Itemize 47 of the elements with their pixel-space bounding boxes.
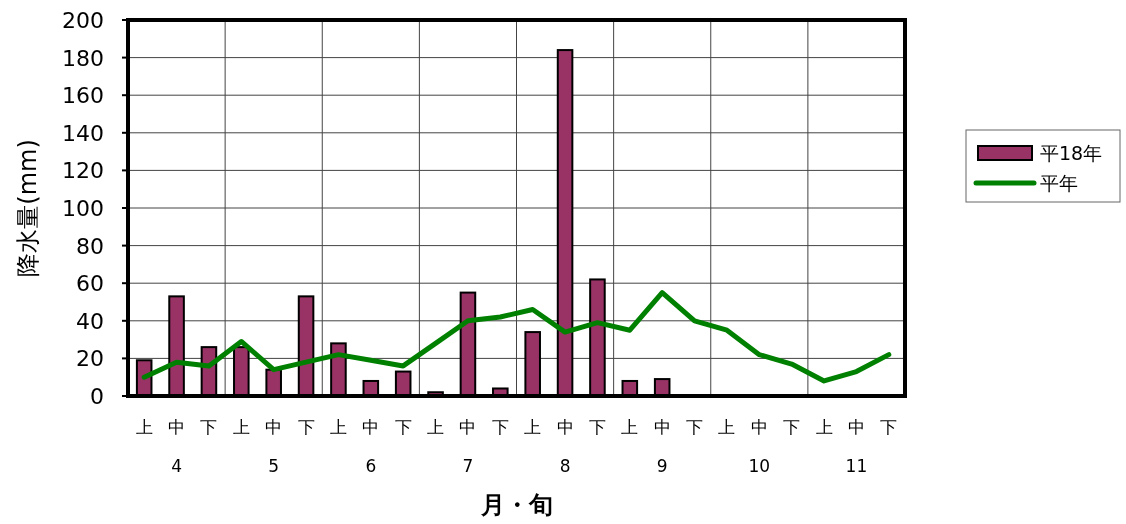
- x-tick-label: 上: [718, 417, 736, 437]
- y-tick-label: 60: [76, 271, 104, 297]
- x-tick-label: 中: [168, 417, 186, 437]
- x-tick-label: 中: [265, 417, 283, 437]
- x-tick-label: 下: [200, 417, 218, 437]
- x-tick-label: 下: [394, 417, 412, 437]
- x-tick-label: 上: [427, 417, 445, 437]
- x-tick-label: 中: [459, 417, 477, 437]
- x-tick-label: 下: [783, 417, 801, 437]
- y-tick-label: 80: [76, 233, 104, 259]
- x-tick-label: 下: [880, 417, 898, 437]
- x-tick-label: 下: [491, 417, 509, 437]
- y-axis-title: 降水量(mm): [14, 139, 42, 277]
- text: 4: [171, 456, 182, 476]
- x-tick-label: 中: [556, 417, 574, 437]
- y-tick-label: 20: [76, 346, 104, 372]
- text: 8: [559, 456, 571, 476]
- y-tick-label: 140: [62, 120, 104, 146]
- text: 6: [365, 456, 377, 476]
- text: 10: [748, 456, 771, 476]
- text: 11: [845, 456, 868, 476]
- x-tick-label: 上: [815, 417, 833, 437]
- y-tick-label: 120: [62, 158, 104, 184]
- x-tick-label: 下: [686, 417, 704, 437]
- text: 9: [656, 456, 668, 476]
- x-tick-label: 下: [297, 417, 315, 437]
- x-axis-title: 月・旬: [479, 491, 553, 519]
- x-tick-label: 上: [135, 417, 153, 437]
- text: 5: [268, 456, 280, 476]
- y-tick-label: 180: [62, 45, 104, 71]
- x-tick-label: 下: [588, 417, 606, 437]
- text: 7: [462, 456, 474, 476]
- x-tick-label: 中: [653, 417, 671, 437]
- x-tick-label: 中: [362, 417, 380, 437]
- x-tick-label: 中: [750, 417, 768, 437]
- y-tick-label: 200: [62, 8, 104, 33]
- y-tick-label: 0: [90, 384, 104, 409]
- x-tick-label: 上: [329, 417, 347, 437]
- x-tick-label: 上: [524, 417, 542, 437]
- x-tick-label: 上: [621, 417, 639, 437]
- y-tick-label: 160: [62, 83, 104, 109]
- legend-label: 平18年: [1040, 142, 1103, 164]
- legend-label: 平年: [1040, 172, 1078, 194]
- y-tick-label: 40: [76, 308, 104, 334]
- x-tick-label: 中: [847, 417, 865, 437]
- x-tick-label: 上: [232, 417, 250, 437]
- y-tick-label: 100: [62, 196, 104, 221]
